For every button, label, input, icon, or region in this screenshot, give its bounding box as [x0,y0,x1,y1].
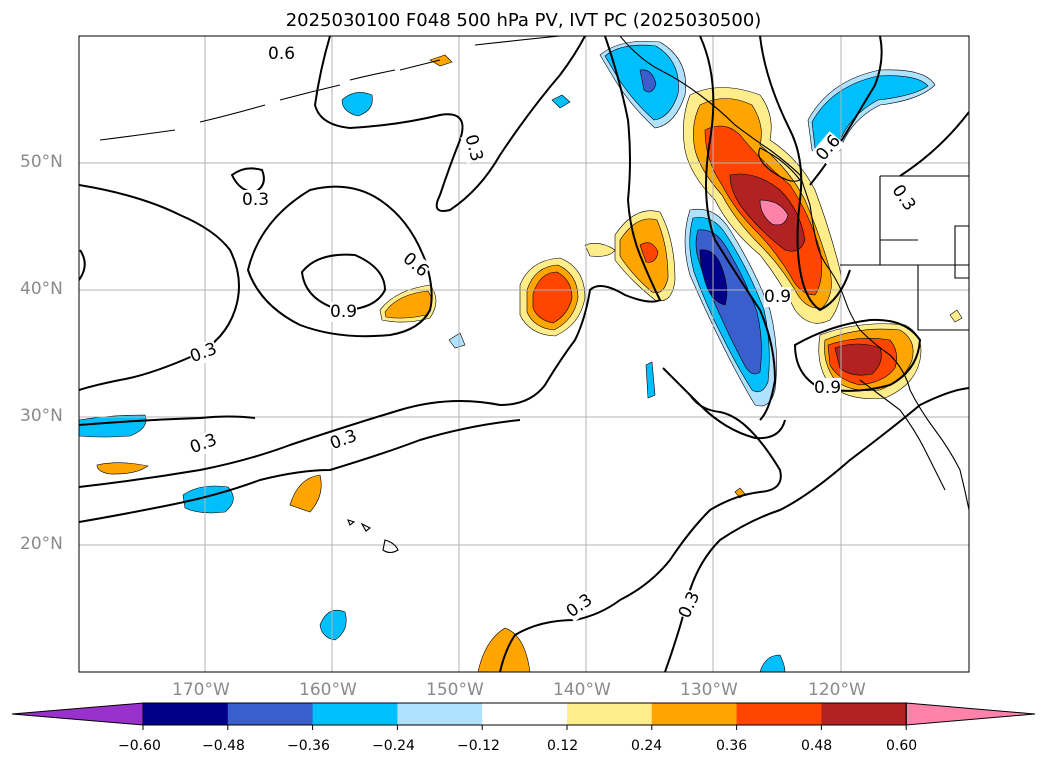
pv-contour-0.3-flat [79,415,256,426]
negative-anomaly-bottom [759,654,786,672]
colorbar-segment [567,703,653,725]
contour-label: 0.9 [814,378,842,398]
colorbar-segment [736,703,822,725]
colorbar-segment [651,703,738,725]
pv-contour-0.3-north [79,184,240,391]
contour-label: 0.6 [268,44,296,64]
pv-contour-0.3-mid-2 [79,36,662,488]
colorbar-extend-left [11,702,144,726]
us-state-lines [840,176,969,331]
negative-anomaly-alaska-24 [604,44,679,121]
hawaii-3 [347,519,356,526]
pv-contour-0.6-loop [246,185,433,338]
lat-label-20n: 20°N [20,534,63,554]
aleutians-west [99,69,396,141]
pv-contour-0.6-right [759,36,851,312]
lon-label-150w: 150°W [426,680,484,700]
negative-anomaly-small-1 [341,92,373,117]
lat-label-40n: 40°N [20,279,63,299]
contour-label: 0.3 [242,190,270,210]
lon-label-130w: 130°W [680,680,738,700]
positive-anomaly-small-3 [949,309,963,323]
positive-anomaly-socal-60 [834,343,882,376]
negative-anomaly-small-4 [448,332,466,349]
map-frame [78,35,970,673]
contour-label: 0.9 [764,287,792,307]
contour-label: 0.9 [330,302,358,322]
negative-anomaly-alaska-36 [639,69,657,93]
colorbar-tick-label: −0.48 [202,738,245,754]
colorbar-segment [227,703,314,725]
lat-label-50n: 50°N [20,152,63,172]
colorbar-tick-label: −0.36 [287,738,330,754]
positive-anomaly-small-1 [429,54,453,67]
vancouver-island [758,147,801,182]
lon-label-160w: 160°W [299,680,357,700]
pv-contour-0.3-mid [79,249,86,281]
colorbar-segment [312,703,398,725]
pv-contour-0.9-loop [300,253,387,312]
pv-contour-0.3-south [499,367,786,672]
colorbar [11,702,1036,730]
colorbar-border [142,702,907,726]
pv-contour-0.3-loop [230,167,265,194]
baja [859,379,946,491]
pv-contour-0.3-west [79,419,521,523]
hawaii-1 [382,539,399,554]
coastlines [99,36,969,554]
map-title: 2025030100 F048 500 hPa PV, IVT PC (2025… [285,10,762,31]
hawaii-2 [360,522,372,532]
positive-anomaly-west-edge [96,462,149,475]
pv-contour-0.9-rise [699,36,777,421]
colorbar-tick-label: −0.12 [457,738,500,754]
colorbar-tick-label: 0.36 [716,738,748,754]
negative-anomaly-160w-13n [319,609,347,641]
positive-anomaly-137w-small [584,243,616,257]
pv-contour-0.3-top [313,36,586,212]
lat-label-30n: 30°N [20,406,63,426]
colorbar-tick-label: −0.60 [118,738,161,754]
negative-anomaly-small-3 [645,361,656,399]
colorbar-segment [482,703,568,725]
lon-label-120w: 120°W [808,680,866,700]
colorbar-tick-label: 0.60 [886,738,918,754]
positive-anomaly-nw-max [759,199,789,226]
lon-label-140w: 140°W [553,680,611,700]
colorbar-segment [397,703,483,725]
colorbar-segment [821,703,907,725]
alaska-south [399,36,561,71]
positive-anomaly-165w-25n [289,474,322,513]
lon-label-170w: 170°W [172,680,230,700]
colorbar-tick-label: 0.48 [801,738,833,754]
negative-anomaly-small-2 [551,94,571,109]
colorbar-extend-right [905,702,1036,726]
anomaly-fills [79,40,963,672]
colorbar-tick-label: −0.24 [372,738,415,754]
pv-contour-right-edge [899,111,969,177]
colorbar-segment [143,703,229,725]
colorbar-tick-label: 0.24 [631,738,663,754]
positive-anomaly-140w-48 [532,271,573,324]
colorbar-tick-label: 0.12 [547,738,579,754]
alaska-coast [619,36,969,511]
positive-anomaly-bottom [477,627,531,672]
positive-anomaly-135w-48 [639,242,659,263]
pv-contours [79,36,969,672]
